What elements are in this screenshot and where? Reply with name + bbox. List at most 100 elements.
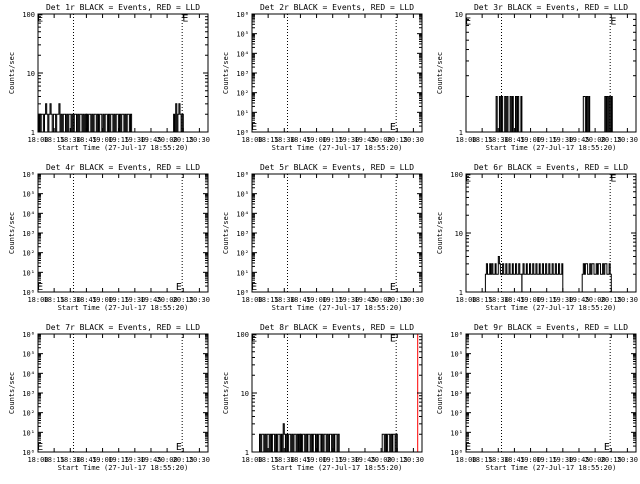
x-tick-label: 18:15: [44, 136, 65, 144]
x-tick-label: 20:00: [371, 456, 392, 464]
x-tick-label: 20:15: [387, 136, 408, 144]
x-tick-label: 18:45: [290, 296, 311, 304]
e-marker: E: [390, 122, 396, 133]
series-trace: [381, 433, 398, 453]
x-tick-label: 19:30: [552, 136, 573, 144]
x-tick-label: 20:30: [617, 456, 638, 464]
plot-frame: [37, 173, 209, 293]
x-tick-label: 18:30: [274, 456, 295, 464]
y-tick-label: 10²: [450, 410, 463, 418]
x-tick-label: 18:15: [258, 136, 279, 144]
e-marker: E: [176, 282, 182, 293]
x-tick-label: 18:30: [274, 136, 295, 144]
e-marker: E: [390, 282, 396, 293]
y-tick-label: 10⁴: [450, 370, 463, 378]
x-tick-label: 19:30: [338, 456, 359, 464]
y-tick-label: 10⁰: [22, 289, 35, 297]
x-axis-label: Start Time (27-Jul-17 18:55:20): [486, 304, 617, 312]
e-marker: E: [465, 442, 471, 453]
series-trace: [582, 96, 591, 133]
x-tick-label: 19:45: [140, 296, 161, 304]
x-tick-label: 18:15: [472, 296, 493, 304]
series-trace: [173, 103, 184, 133]
x-tick-label: 19:00: [306, 456, 327, 464]
e-marker: E: [251, 333, 257, 344]
y-tick-label: 10: [455, 230, 463, 238]
e-marker: E: [37, 442, 43, 453]
y-tick-label: 10⁶: [236, 11, 249, 19]
x-tick-label: 18:30: [60, 136, 81, 144]
y-tick-label: 10⁴: [22, 210, 35, 218]
x-axis-label: Start Time (27-Jul-17 18:55:20): [486, 464, 617, 472]
x-tick-label: 18:15: [44, 456, 65, 464]
x-tick-label: 18:15: [472, 136, 493, 144]
panel-title: Det 8r BLACK = Events, RED = LLD: [260, 323, 414, 332]
y-tick-label: 10⁶: [22, 331, 35, 339]
y-tick-label: 10⁰: [236, 289, 249, 297]
y-tick-label: 1: [245, 449, 249, 457]
x-axis-label: Start Time (27-Jul-17 18:55:20): [272, 464, 403, 472]
x-tick-label: 18:45: [290, 456, 311, 464]
series-trace: [258, 423, 301, 453]
y-tick-label: 10⁵: [236, 31, 249, 39]
x-tick-label: 19:15: [536, 456, 557, 464]
x-tick-label: 18:30: [488, 136, 509, 144]
x-tick-label: 19:30: [552, 296, 573, 304]
x-tick-label: 20:15: [173, 296, 194, 304]
x-axis-label: Start Time (27-Jul-17 18:55:20): [58, 144, 189, 152]
x-tick-label: 19:15: [108, 296, 129, 304]
x-tick-label: 18:00: [455, 456, 476, 464]
series-trace: [85, 113, 133, 133]
x-tick-label: 20:30: [403, 136, 424, 144]
y-tick-label: 10⁴: [236, 210, 249, 218]
e-marker: E: [604, 442, 610, 453]
x-tick-label: 19:00: [520, 296, 541, 304]
y-tick-label: 10¹: [22, 269, 35, 277]
y-tick-label: 10⁰: [22, 449, 35, 457]
y-tick-label: 10¹: [236, 269, 249, 277]
x-tick-label: 19:00: [520, 136, 541, 144]
x-axis-label: Start Time (27-Jul-17 18:55:20): [58, 304, 189, 312]
y-tick-label: 10²: [236, 250, 249, 258]
x-tick-label: 20:15: [601, 136, 622, 144]
series-trace: [299, 433, 341, 453]
x-tick-label: 19:15: [108, 456, 129, 464]
y-tick-label: 10⁰: [450, 449, 463, 457]
y-axis-label: Counts/sec: [222, 212, 230, 254]
e-marker: E: [465, 17, 471, 28]
x-tick-label: 20:30: [617, 296, 638, 304]
series-trace: [603, 96, 613, 133]
e-marker: E: [610, 17, 616, 28]
y-tick-label: 10²: [236, 90, 249, 98]
y-tick-label: 10²: [22, 250, 35, 258]
y-tick-label: 10⁶: [236, 171, 249, 179]
x-tick-label: 19:30: [552, 456, 573, 464]
x-tick-label: 20:00: [585, 296, 606, 304]
y-axis-label: Counts/sec: [8, 212, 16, 254]
x-tick-label: 19:00: [92, 456, 113, 464]
x-tick-label: 18:30: [488, 296, 509, 304]
y-tick-label: 10³: [450, 390, 463, 398]
x-axis-label: Start Time (27-Jul-17 18:55:20): [486, 144, 617, 152]
x-tick-label: 19:30: [124, 136, 145, 144]
y-axis-label: Counts/sec: [436, 52, 444, 94]
x-tick-label: 20:30: [403, 296, 424, 304]
y-tick-label: 1: [459, 129, 463, 137]
y-tick-label: 10¹: [22, 429, 35, 437]
x-tick-label: 19:45: [354, 136, 375, 144]
x-tick-label: 18:45: [76, 456, 97, 464]
x-tick-label: 19:45: [354, 296, 375, 304]
e-marker: E: [390, 333, 396, 344]
y-tick-label: 10²: [22, 410, 35, 418]
plot-frame: [251, 13, 423, 133]
x-tick-label: 19:15: [322, 296, 343, 304]
y-tick-label: 10⁶: [450, 331, 463, 339]
y-tick-label: 10³: [236, 70, 249, 78]
x-tick-label: 20:15: [173, 136, 194, 144]
x-tick-label: 18:15: [258, 456, 279, 464]
x-tick-label: 19:15: [322, 136, 343, 144]
